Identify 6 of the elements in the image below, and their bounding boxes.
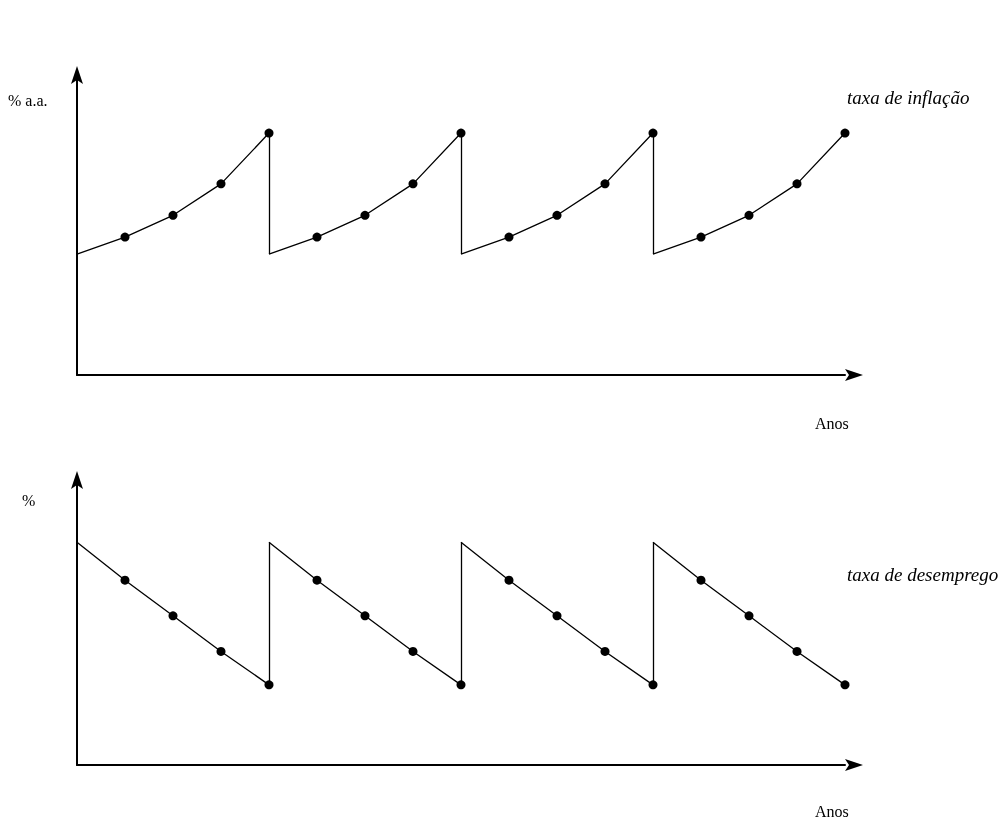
x-axis-title: Anos <box>815 802 849 820</box>
y-axis-title: % a.a. <box>8 91 48 109</box>
y-axis-title: % <box>22 491 36 509</box>
text: taxa de desemprego <box>847 564 999 585</box>
x-axis-title: Anos <box>815 414 849 432</box>
series-label: taxa de inflação <box>847 87 970 108</box>
